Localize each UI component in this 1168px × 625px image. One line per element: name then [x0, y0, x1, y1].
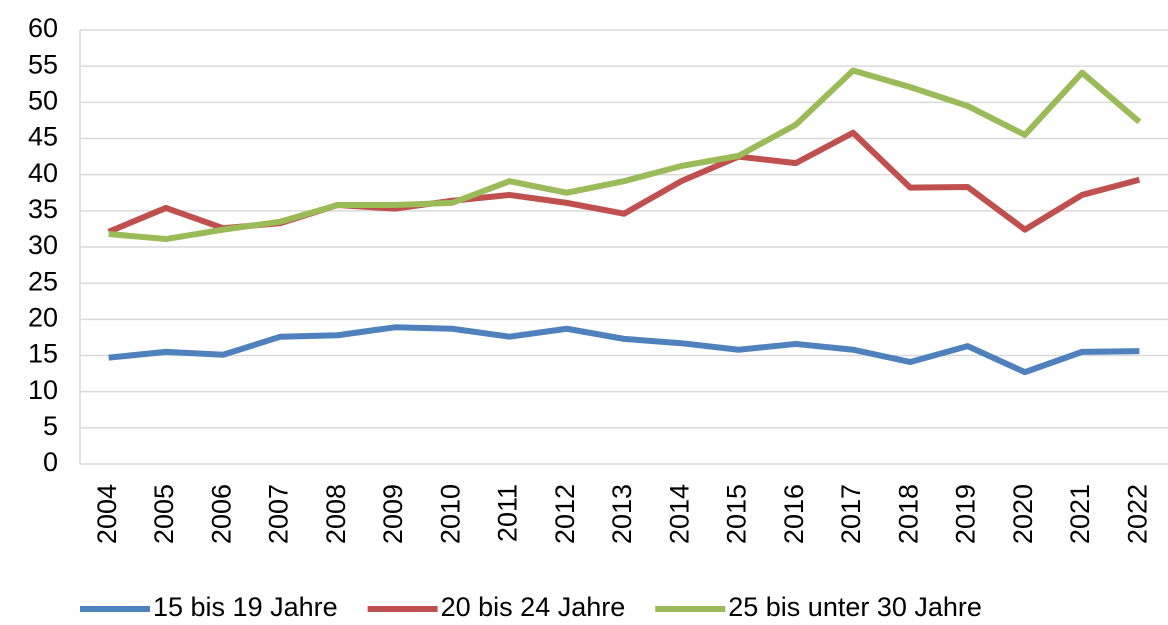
line-series: [108, 67, 1142, 243]
y-tick-label: 35: [28, 194, 58, 224]
x-tick-label: 2020: [1008, 484, 1038, 544]
x-tick-label: 2007: [264, 484, 294, 544]
x-tick-label: 2015: [722, 484, 752, 544]
x-tick-label: 2016: [779, 484, 809, 544]
y-tick-label: 10: [28, 375, 58, 405]
y-tick-label: 5: [43, 411, 58, 441]
y-tick-label: 0: [43, 447, 58, 477]
x-tick-label: 2011: [493, 484, 523, 542]
line-series: [108, 324, 1140, 376]
legend-label: 20 bis 24 Jahre: [441, 592, 626, 622]
y-tick-label: 30: [28, 230, 58, 260]
y-tick-label: 40: [28, 158, 58, 188]
y-tick-label: 25: [28, 266, 58, 296]
x-tick-label: 2022: [1122, 484, 1152, 544]
x-tick-label: 2005: [149, 484, 179, 544]
x-tick-label: 2008: [321, 484, 351, 544]
x-tick-label: 2014: [664, 484, 694, 544]
legend-label: 25 bis unter 30 Jahre: [728, 592, 982, 622]
legend-label: 15 bis 19 Jahre: [153, 592, 338, 622]
y-tick-label: 50: [28, 85, 58, 115]
x-tick-label: 2021: [1065, 484, 1095, 544]
y-tick-label: 20: [28, 302, 58, 332]
x-tick-label: 2006: [206, 484, 236, 544]
x-tick-label: 2019: [951, 484, 981, 544]
x-tick-label: 2012: [550, 484, 580, 544]
y-tick-label: 55: [28, 49, 58, 79]
y-tick-label: 60: [28, 13, 58, 43]
x-tick-label: 2004: [92, 484, 122, 544]
x-tick-label: 2017: [836, 484, 866, 544]
x-tick-label: 2010: [435, 484, 465, 544]
x-tick-label: 2009: [378, 484, 408, 544]
x-tick-label: 2018: [893, 484, 923, 544]
x-tick-label: 2013: [607, 484, 637, 544]
y-tick-label: 45: [28, 122, 58, 152]
y-tick-label: 15: [28, 339, 58, 369]
